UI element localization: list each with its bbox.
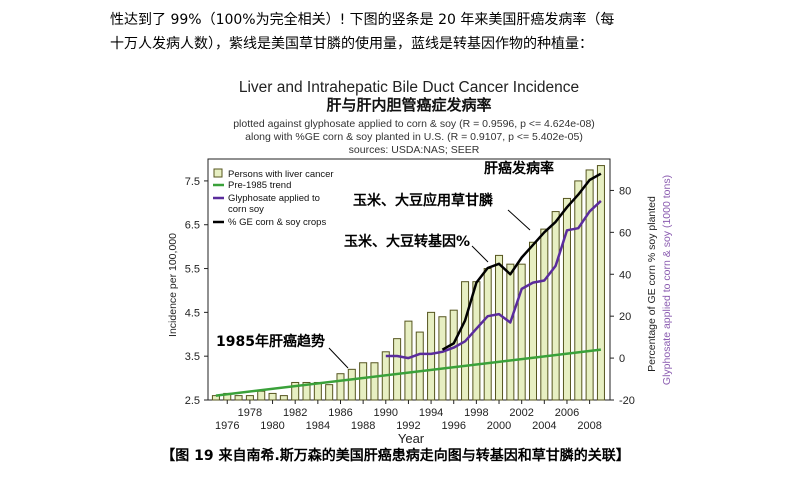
y2tick-label-4: 60: [619, 227, 631, 239]
xtick-label-low-5: 1996: [441, 420, 465, 432]
intro-line-1: 性达到了 99%（100%为完全相关）! 下图的竖条是 20 年来美国肝癌发病率…: [110, 12, 615, 28]
y2tick-label-0: -20: [619, 395, 635, 407]
annotation-trend: 1985年肝癌趋势: [216, 333, 325, 350]
bar-1989: [370, 362, 379, 401]
chart-subtitle-1: plotted against glyphosate applied to co…: [233, 118, 595, 130]
ytick-label-5: 7.5: [185, 176, 200, 188]
xtick-label-low-7: 2004: [532, 420, 556, 432]
bar-1984: [313, 381, 322, 401]
legend-label-bars: Persons with liver cancer: [228, 169, 334, 180]
legend-label-ge: % GE corn & soy crops: [228, 217, 326, 228]
xtick-label-up-0: 1978: [238, 407, 262, 419]
annotation-glyphosate-arrow: [507, 209, 531, 231]
bar-2001: [506, 263, 515, 401]
bar-1987: [347, 368, 356, 401]
bar-1979: [257, 390, 266, 401]
legend-swatch-bars: [213, 168, 223, 178]
xtick-label-up-4: 1994: [419, 407, 443, 419]
y2-axis-label-b: Glyphosate applied to corn & soy (1000 t…: [661, 175, 673, 385]
bar-1994: [427, 311, 436, 401]
bar-1993: [415, 331, 424, 401]
xtick-label-low-1: 1980: [260, 420, 284, 432]
bar-1981: [279, 395, 288, 401]
bar-2003: [528, 241, 538, 401]
bar-1996: [449, 309, 458, 401]
ge-crops-line: [441, 172, 602, 351]
bar-1998: [472, 281, 481, 401]
xtick-label-low-8: 2008: [577, 420, 601, 432]
annotation-ge: 玉米、大豆转基因%: [344, 233, 470, 250]
bar-1980: [268, 392, 277, 401]
bar-2002: [517, 263, 526, 401]
y2-axis-label-a: Percentage of GE corn % soy planted: [646, 196, 658, 372]
y2tick-label-1: 0: [619, 353, 625, 365]
pre-1985-trend-line: [215, 348, 602, 397]
y2tick-label-2: 20: [619, 311, 631, 323]
y2tick-label-5: 80: [619, 185, 631, 197]
xtick-label-low-3: 1988: [351, 420, 375, 432]
legend-label-glyphosate-a: Glyphosate applied to: [228, 193, 320, 204]
annotation-incidence: 肝癌发病率: [484, 160, 554, 177]
xtick-label-low-0: 1976: [215, 420, 239, 432]
xtick-label-up-2: 1986: [328, 407, 352, 419]
bar-1999: [483, 268, 492, 401]
ytick-label-1: 3.5: [185, 351, 200, 363]
bar-1991: [393, 338, 402, 401]
ytick-label-3: 5.5: [185, 264, 200, 276]
intro-text: 性达到了 99%（100%为完全相关）! 下图的竖条是 20 年来美国肝癌发病率…: [110, 8, 710, 56]
xtick-label-up-7: 2006: [555, 407, 579, 419]
xtick-label-low-4: 1992: [396, 420, 420, 432]
bar-2000: [495, 254, 504, 401]
bar-1988: [359, 362, 368, 401]
legend: Persons with liver cancer Pre-1985 trend…: [213, 168, 334, 228]
bars-group: [211, 165, 605, 401]
bar-2007: [574, 180, 583, 401]
chart-title-cn: 肝与肝内胆管癌症发病率: [326, 96, 491, 114]
annotation-trend-arrow: [328, 347, 349, 369]
bar-1986: [336, 373, 345, 401]
bar-1977: [234, 395, 243, 401]
xtick-label-low-2: 1984: [306, 420, 330, 432]
bar-1992: [404, 320, 413, 401]
ytick-label-4: 6.5: [185, 220, 200, 232]
chart-title: Liver and Intrahepatic Bile Duct Cancer …: [239, 79, 579, 96]
bar-2004: [540, 228, 549, 401]
bar-1978: [245, 395, 254, 401]
bar-1983: [302, 381, 311, 401]
annotation-ge-arrow: [471, 245, 489, 263]
annotation-glyphosate: 玉米、大豆应用草甘膦: [353, 192, 493, 209]
intro-line-2: 十万人发病人数），紫线是美国草甘膦的使用量，蓝线是转基因作物的种植量：: [110, 36, 593, 52]
chart-subtitle-2: along with %GE corn & soy planted in U.S…: [245, 131, 583, 143]
xtick-label-up-3: 1990: [374, 407, 398, 419]
xtick-label-low-6: 2000: [487, 420, 511, 432]
legend-label-glyphosate-b: corn soy: [228, 204, 264, 215]
glyphosate-line: [385, 199, 602, 360]
lines-group: [215, 172, 602, 397]
chart-subtitle-3: sources: USDA:NAS; SEER: [349, 144, 480, 156]
bar-2005: [551, 211, 560, 401]
y2tick-label-3: 40: [619, 269, 631, 281]
legend-label-trend: Pre-1985 trend: [228, 180, 291, 191]
ytick-label-2: 4.5: [185, 307, 200, 319]
x-axis-label: Year: [398, 431, 425, 446]
bar-2008: [585, 169, 594, 401]
xtick-label-up-6: 2002: [509, 407, 533, 419]
bar-2009: [596, 165, 605, 401]
bar-1995: [438, 316, 447, 401]
y-axis-label: Incidence per 100,000: [167, 233, 179, 337]
ytick-label-0: 2.5: [185, 395, 200, 407]
figure-caption: 【图 19 来自南希.斯万森的美国肝癌患病走向图与转基因和草甘膦的关联】: [161, 448, 630, 464]
xtick-label-up-5: 1998: [464, 407, 488, 419]
bar-1985: [325, 384, 334, 401]
xtick-label-up-1: 1982: [283, 407, 307, 419]
